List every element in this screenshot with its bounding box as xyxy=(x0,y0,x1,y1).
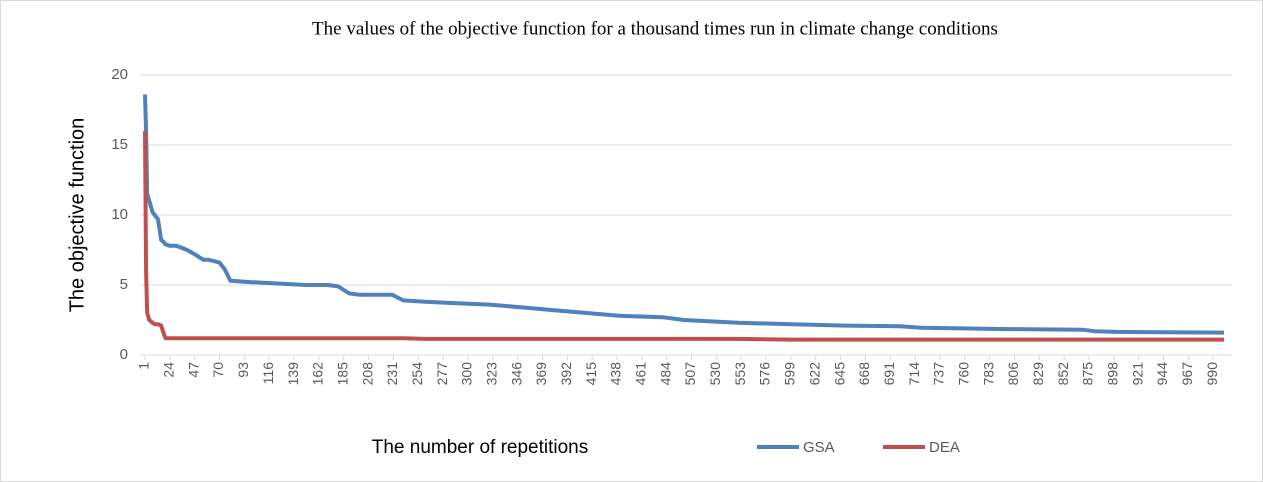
y-tick-label: 20 xyxy=(111,66,128,83)
x-tick-label: 553 xyxy=(732,362,748,386)
x-tick-label: 346 xyxy=(508,362,524,386)
series-line xyxy=(143,94,1225,335)
x-tick-label: 323 xyxy=(483,362,499,386)
x-tick-label: 921 xyxy=(1129,362,1145,386)
x-tick-label: 415 xyxy=(583,362,599,386)
x-tick-label: 185 xyxy=(334,362,350,386)
x-tick-label: 898 xyxy=(1105,362,1121,386)
x-tick-label: 277 xyxy=(434,362,450,386)
x-tick-label: 231 xyxy=(384,362,400,386)
x-tick-label: 829 xyxy=(1030,362,1046,386)
x-tick-label: 139 xyxy=(285,362,301,386)
y-tick-label: 10 xyxy=(111,206,128,223)
x-tick-label: 806 xyxy=(1005,362,1021,386)
x-tick-label: 93 xyxy=(235,362,251,378)
y-axis-label: The objective function xyxy=(66,118,88,313)
legend-label: DEA xyxy=(929,439,960,456)
x-tick-label: 599 xyxy=(782,362,798,386)
x-tick-label: 576 xyxy=(757,362,773,386)
x-tick-label: 208 xyxy=(359,362,375,386)
x-tick-label: 852 xyxy=(1055,362,1071,386)
x-tick-label: 530 xyxy=(707,362,723,386)
x-tick-label: 990 xyxy=(1204,362,1220,386)
x-tick-label: 392 xyxy=(558,362,574,386)
x-tick-label: 24 xyxy=(161,362,177,378)
x-tick-label: 484 xyxy=(657,362,673,386)
x-tick-label: 300 xyxy=(459,362,475,386)
x-tick-label: 714 xyxy=(906,362,922,386)
x-tick-label: 116 xyxy=(260,362,276,385)
x-tick-label: 162 xyxy=(310,362,326,386)
x-tick-label: 967 xyxy=(1179,362,1195,386)
x-tick-label: 1 xyxy=(136,362,152,370)
x-tick-label: 622 xyxy=(806,362,822,386)
x-tick-label: 760 xyxy=(955,362,971,386)
x-tick-label: 944 xyxy=(1154,362,1170,386)
y-tick-label: 15 xyxy=(111,136,128,153)
x-tick-label: 461 xyxy=(633,362,649,386)
x-tick-label: 507 xyxy=(682,362,698,386)
x-tick-label: 47 xyxy=(185,362,201,378)
legend-label: GSA xyxy=(803,439,835,456)
chart-title: The values of the objective function for… xyxy=(312,18,998,39)
x-tick-label: 369 xyxy=(533,362,549,386)
series-line xyxy=(143,130,1224,342)
x-tick-label: 783 xyxy=(980,362,996,386)
y-tick-label: 0 xyxy=(120,346,128,363)
x-tick-label: 668 xyxy=(856,362,872,386)
y-tick-label: 5 xyxy=(120,276,128,293)
x-tick-label: 875 xyxy=(1080,362,1096,386)
x-tick-label: 254 xyxy=(409,362,425,386)
x-tick-label: 737 xyxy=(931,362,947,386)
x-tick-label: 691 xyxy=(881,362,897,386)
x-tick-label: 438 xyxy=(608,362,624,386)
x-tick-label: 645 xyxy=(831,362,847,386)
x-axis-label: The number of repetitions xyxy=(372,437,589,458)
x-tick-label: 70 xyxy=(210,362,226,378)
